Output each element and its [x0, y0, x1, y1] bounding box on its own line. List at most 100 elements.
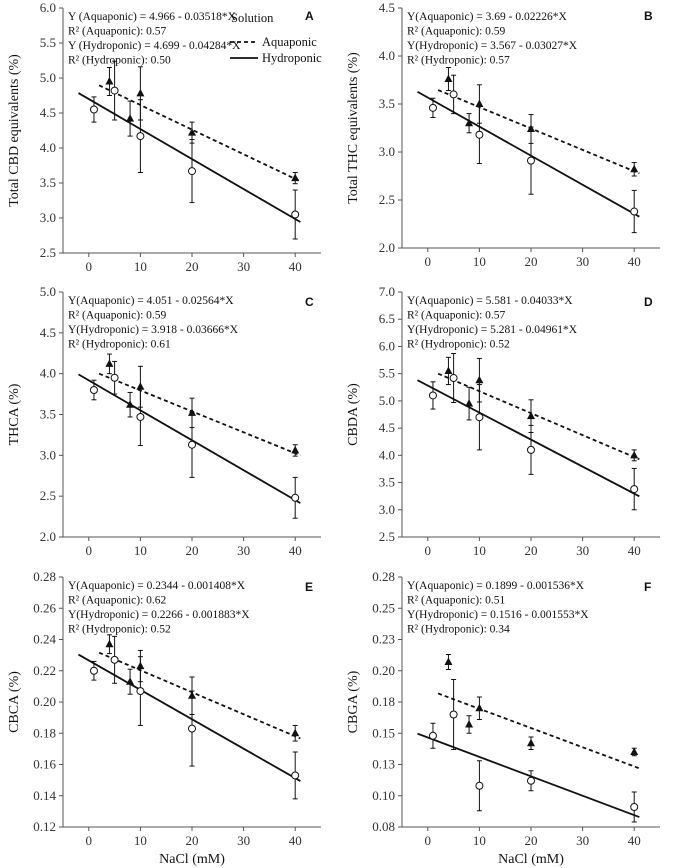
x-tick-label: 0 — [425, 543, 432, 558]
series-hydroponic — [78, 360, 301, 519]
data-point-aquaponic — [291, 728, 300, 737]
x-axis-title: NaCl (mM) — [498, 852, 564, 867]
y-tick-label: 4.5 — [40, 105, 56, 120]
legend-title: Solution — [231, 11, 274, 25]
data-point-hydroponic — [291, 493, 300, 502]
regression-line-hydroponic — [78, 92, 301, 223]
panel-c: 2.0 2.5 3.0 3.5 4.0 4.5 5.0 0 10 20 30 40 THCA (%) C Y… — [7, 284, 321, 558]
regression-line-hydroponic — [417, 732, 640, 818]
y-axis-title: Total THC equivalents (%) — [346, 52, 361, 204]
data-point-hydroponic — [630, 803, 639, 811]
data-point-aquaponic — [444, 74, 453, 83]
data-point-aquaponic — [291, 173, 300, 182]
series-hydroponic — [417, 353, 640, 511]
data-point-aquaponic — [630, 164, 639, 173]
x-tick-label: 20 — [525, 833, 538, 848]
data-point-hydroponic — [291, 210, 300, 219]
regression-line-aquaponic — [98, 651, 301, 740]
x-tick-label: 10 — [473, 254, 486, 269]
x-tick-label: 40 — [289, 833, 302, 848]
y-tick-label: 4.0 — [379, 48, 395, 63]
y-tick-label: 4.0 — [379, 447, 395, 462]
data-point-hydroponic — [475, 130, 484, 139]
regression-annotation: R² (Hydroponic): 0.52 — [68, 624, 171, 636]
regression-annotation: R² (Aquaponic): 0.62 — [68, 595, 167, 607]
y-tick-label: 6.5 — [379, 311, 395, 326]
data-point-aquaponic — [465, 118, 474, 127]
series-aquaponic — [98, 634, 301, 742]
y-tick-label: 2.5 — [379, 192, 395, 207]
series-aquaponic — [98, 353, 301, 457]
x-tick-label: 20 — [186, 543, 199, 558]
data-point-hydroponic — [110, 655, 119, 664]
data-point-aquaponic — [444, 366, 453, 374]
y-tick-label: 4.5 — [379, 420, 395, 435]
y-axis-title: CBCA (%) — [7, 671, 22, 733]
x-tick-label: 30 — [576, 833, 589, 848]
y-tick-label: 0.18 — [372, 694, 395, 709]
y-axis-title: CBGA (%) — [346, 670, 361, 733]
series-hydroponic — [417, 74, 640, 234]
x-tick-label: 20 — [186, 259, 199, 274]
y-axis-title: Total CBD equivalents (%) — [7, 54, 22, 207]
data-point-hydroponic — [188, 167, 196, 176]
series-aquaponic — [437, 67, 640, 177]
data-point-hydroponic — [136, 132, 145, 141]
y-tick-label: 0.12 — [33, 819, 56, 834]
regression-annotation: Y (Aquaponic) = 4.966 - 0.03518*X — [68, 11, 237, 23]
x-axis-title: NaCl (mM) — [159, 852, 225, 867]
regression-line-aquaponic — [437, 692, 640, 770]
x-tick-label: 20 — [525, 543, 538, 558]
data-point-aquaponic — [105, 77, 114, 85]
regression-annotation: Y(Hydroponic) = 0.2266 - 0.001883*X — [68, 609, 250, 621]
regression-line-aquaponic — [98, 372, 301, 457]
x-tick-label: 30 — [237, 833, 250, 848]
x-tick-label: 40 — [628, 833, 641, 848]
y-axis-title: THCA (%) — [7, 383, 22, 445]
data-point-aquaponic — [105, 359, 114, 367]
y-tick-label: 2.5 — [40, 488, 56, 503]
data-point-hydroponic — [428, 731, 437, 740]
y-tick-label: 3.0 — [379, 502, 395, 517]
y-tick-label: 0.28 — [372, 569, 395, 584]
x-tick-label: 40 — [289, 543, 302, 558]
data-point-hydroponic — [188, 440, 196, 449]
regression-annotation: Y(Hydroponic) = 3.567 - 0.03027*X — [407, 40, 578, 52]
x-tick-label: 40 — [628, 254, 641, 269]
data-point-aquaponic — [126, 114, 135, 122]
y-axis-title: CBDA (%) — [346, 383, 361, 446]
y-tick-label: 4.0 — [40, 366, 56, 381]
y-tick-label: 6.0 — [379, 338, 395, 353]
y-tick-label: 0.25 — [372, 600, 395, 615]
regression-line-hydroponic — [78, 653, 301, 782]
y-tick-label: 3.5 — [40, 175, 56, 190]
data-point-hydroponic — [449, 90, 458, 99]
y-tick-label: 5.5 — [40, 35, 56, 50]
y-tick-label: 5.0 — [40, 284, 56, 299]
x-tick-label: 0 — [425, 254, 432, 269]
legend-label-aquaponic: Aquaponic — [262, 35, 317, 49]
regression-annotation: Y (Hydroponic) = 4.699 - 0.04284*X — [68, 40, 241, 52]
panel-letter: D — [644, 295, 653, 309]
data-point-aquaponic — [475, 375, 484, 384]
data-point-aquaponic — [291, 445, 300, 454]
y-tick-label: 2.5 — [379, 529, 395, 544]
y-tick-label: 0.20 — [33, 694, 56, 709]
regression-annotation: Y(Aquaponic) = 0.2344 - 0.001408*X — [68, 580, 246, 592]
regression-line-hydroponic — [417, 379, 640, 498]
regression-annotation: R² (Aquaponic): 0.59 — [68, 310, 167, 322]
data-point-hydroponic — [630, 485, 639, 494]
series-aquaponic — [98, 66, 301, 185]
y-tick-label: 6.0 — [40, 0, 56, 15]
y-tick-label: 0.15 — [372, 725, 395, 740]
data-point-aquaponic — [475, 703, 484, 712]
data-point-hydroponic — [527, 776, 535, 785]
regression-annotation: Y(Hydroponic) = 3.918 - 0.03666*X — [68, 324, 239, 336]
regression-annotation: Y(Hydroponic) = 5.281 - 0.04961*X — [407, 324, 578, 336]
series-aquaponic — [437, 356, 640, 462]
x-tick-label: 10 — [134, 833, 147, 848]
y-tick-label: 4.5 — [379, 0, 395, 15]
data-point-hydroponic — [527, 156, 535, 165]
regression-annotation: R² (Aquaponic): 0.57 — [68, 26, 167, 38]
